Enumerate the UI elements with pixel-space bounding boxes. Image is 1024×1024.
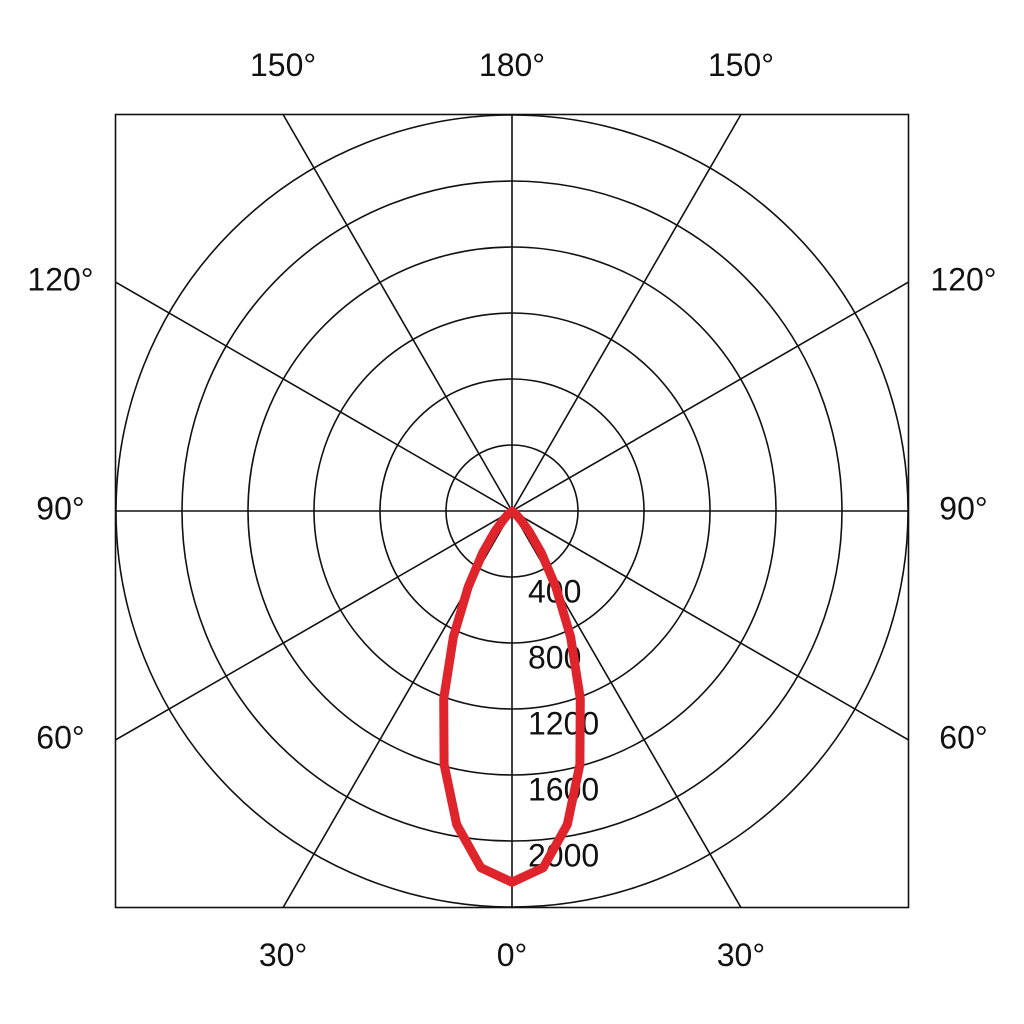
theta-tick-label: 150°	[250, 47, 316, 83]
theta-tick-label: 60°	[939, 719, 987, 755]
theta-tick-label: 90°	[939, 490, 987, 526]
r-tick-label: 1200	[528, 705, 599, 741]
theta-tick-label: 150°	[708, 47, 774, 83]
spoke	[511, 114, 742, 512]
spoke	[511, 510, 909, 741]
spoke	[511, 281, 909, 512]
theta-tick-label: 60°	[36, 719, 84, 755]
intensity-curve	[439, 506, 585, 887]
theta-tick-label: 30°	[259, 937, 307, 973]
spoke	[282, 114, 513, 512]
theta-tick-label: 0°	[497, 937, 528, 973]
theta-tick-label: 180°	[479, 47, 545, 83]
theta-tick-label: 30°	[717, 937, 765, 973]
spoke	[115, 281, 513, 512]
theta-tick-label: 90°	[36, 490, 84, 526]
theta-tick-label: 120°	[930, 262, 996, 298]
spoke	[115, 510, 513, 741]
r-tick-label: 1600	[528, 771, 599, 807]
theta-tick-label: 120°	[27, 262, 93, 298]
